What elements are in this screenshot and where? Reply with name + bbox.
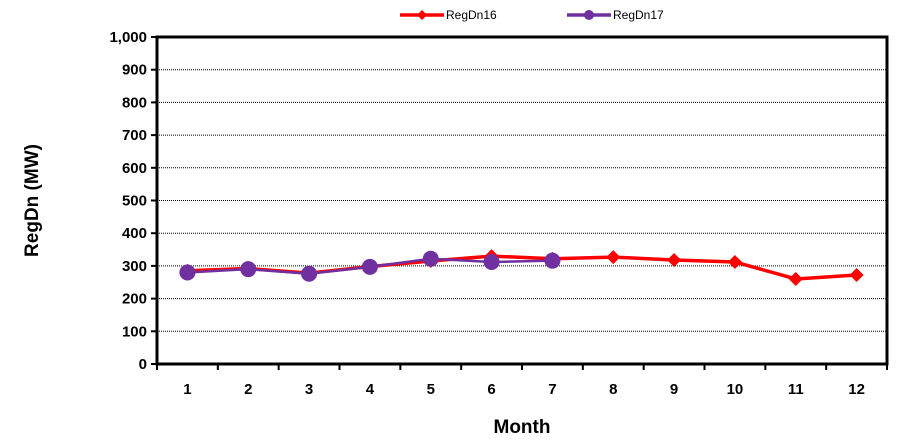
series-RegDn16 xyxy=(180,249,864,286)
x-tick-label: 4 xyxy=(366,381,375,398)
x-tick-label: 8 xyxy=(609,381,617,398)
x-axis-title: Month xyxy=(494,417,551,438)
x-tick-label: 5 xyxy=(427,381,435,398)
y-tick-label: 100 xyxy=(122,323,147,340)
y-tick-label: 200 xyxy=(122,291,147,308)
y-tick-label: 300 xyxy=(122,258,147,275)
x-tick-label: 10 xyxy=(727,381,744,398)
x-tick-label: 12 xyxy=(848,381,865,398)
data-point xyxy=(849,268,864,283)
legend-marker xyxy=(584,10,594,20)
data-point xyxy=(667,253,682,268)
data-point xyxy=(240,261,257,278)
x-axis-ticks: 1 2 3 4 5 6 7 8 9 10 11 12 xyxy=(156,364,888,398)
y-tick-label: 1,000 xyxy=(109,29,147,46)
series-line xyxy=(187,254,857,281)
legend-marker xyxy=(417,10,427,20)
gridlines xyxy=(157,69,887,332)
y-tick-label: 600 xyxy=(122,160,147,177)
data-point xyxy=(483,253,500,270)
data-point xyxy=(788,271,803,286)
data-point xyxy=(544,252,561,269)
data-point xyxy=(179,264,196,281)
x-tick-label: 6 xyxy=(487,381,495,398)
y-tick-label: 900 xyxy=(122,62,147,79)
x-tick-label: 7 xyxy=(548,381,556,398)
y-tick-label: 800 xyxy=(122,94,147,111)
x-tick-label: 9 xyxy=(670,381,678,398)
x-tick-label: 11 xyxy=(788,381,804,398)
legend-label: RegDn16 xyxy=(446,8,497,22)
x-tick-label: 3 xyxy=(305,381,313,398)
data-point xyxy=(606,250,621,265)
data-point xyxy=(727,254,742,269)
x-tick-label: 2 xyxy=(244,381,252,398)
legend-label: RegDn17 xyxy=(613,8,664,22)
y-tick-label: 0 xyxy=(139,356,147,373)
x-tick-label: 1 xyxy=(183,381,191,398)
series-RegDn17 xyxy=(179,250,561,282)
y-tick-label: 400 xyxy=(122,225,147,242)
data-point xyxy=(301,265,318,282)
legend: RegDn16 RegDn17 xyxy=(400,8,664,22)
legend-item: RegDn17 xyxy=(567,8,664,22)
y-tick-label: 700 xyxy=(122,127,147,144)
series-layer xyxy=(179,249,864,286)
legend-item: RegDn16 xyxy=(400,8,497,22)
y-tick-label: 500 xyxy=(122,193,147,210)
data-point xyxy=(422,250,439,267)
y-axis-ticks: 0 100 200 300 400 500 600 700 800 900 1,000 xyxy=(109,29,157,373)
data-point xyxy=(361,258,378,275)
y-axis-title: RegDn (MW) xyxy=(22,144,43,257)
